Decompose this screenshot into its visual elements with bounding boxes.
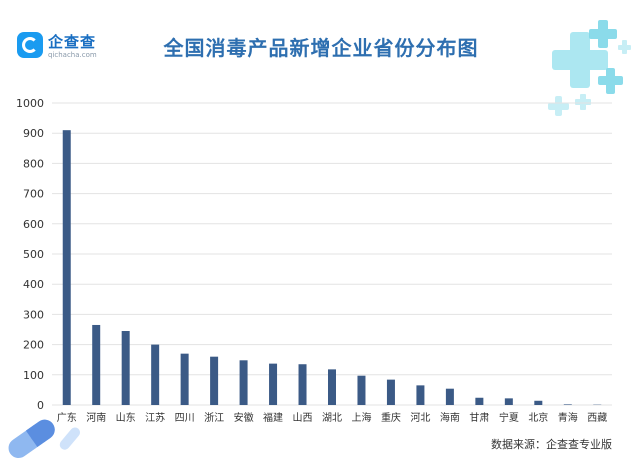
capsule-decoration-icon [8, 419, 81, 459]
x-tick-label: 青海 [558, 411, 578, 424]
bar-宁夏 [504, 398, 513, 405]
x-tick-label: 甘肃 [469, 411, 489, 424]
y-tick-label: 900 [23, 127, 44, 140]
x-tick-label: 山西 [293, 412, 313, 424]
bar-安徽 [239, 360, 248, 405]
x-tick-label: 西藏 [587, 412, 607, 424]
chart-title: 全国消毒产品新增企业省份分布图 [163, 36, 479, 60]
bar-四川 [180, 353, 189, 405]
bar-海南 [445, 388, 454, 405]
medical-cross-decoration-icon [548, 20, 631, 116]
data-source-note: 数据来源：企查查专业版 [491, 438, 612, 451]
qichacha-logo: 企查查 qichacha.com [17, 30, 127, 64]
y-tick-label: 700 [23, 188, 44, 201]
bar-江苏 [151, 344, 160, 405]
x-tick-label: 广东 [57, 411, 77, 424]
x-tick-label: 浙江 [204, 412, 224, 424]
y-tick-label: 500 [23, 248, 44, 261]
bar-广东 [62, 130, 71, 405]
x-tick-label: 重庆 [381, 411, 401, 424]
x-tick-label: 湖北 [322, 412, 342, 424]
y-tick-label: 200 [23, 339, 44, 352]
bar-上海 [357, 375, 366, 405]
bar-湖北 [328, 369, 336, 405]
y-tick-label: 400 [23, 278, 44, 291]
bar-河南 [92, 324, 101, 405]
x-tick-label: 宁夏 [499, 411, 519, 424]
bar-甘肃 [475, 397, 484, 405]
x-tick-label: 四川 [175, 413, 195, 424]
bar-青海 [563, 404, 572, 405]
y-tick-label: 300 [23, 308, 44, 321]
logo-mark-icon [17, 32, 43, 58]
y-tick-label: 800 [23, 157, 44, 170]
x-tick-label: 河北 [410, 412, 430, 424]
bar-浙江 [210, 356, 219, 405]
x-tick-label: 上海 [351, 411, 371, 424]
bar-山西 [298, 364, 307, 405]
bar-山东 [121, 331, 130, 405]
x-tick-label: 福建 [263, 411, 283, 424]
logo-domain: qichacha.com [48, 51, 97, 59]
bar-福建 [269, 363, 278, 405]
bar-重庆 [386, 379, 395, 405]
logo-name: 企查查 [48, 33, 97, 51]
x-tick-label: 江苏 [145, 411, 165, 424]
bar-河北 [416, 385, 425, 405]
y-tick-label: 600 [23, 218, 44, 231]
x-tick-label: 安徽 [234, 411, 254, 424]
x-tick-label: 海南 [440, 411, 460, 424]
x-tick-label: 山东 [116, 411, 136, 424]
y-tick-label: 0 [37, 399, 44, 412]
y-tick-label: 100 [23, 369, 44, 382]
bar-北京 [534, 400, 543, 405]
y-tick-label: 1000 [16, 97, 44, 110]
x-tick-label: 北京 [528, 411, 548, 424]
x-tick-label: 河南 [86, 411, 106, 424]
